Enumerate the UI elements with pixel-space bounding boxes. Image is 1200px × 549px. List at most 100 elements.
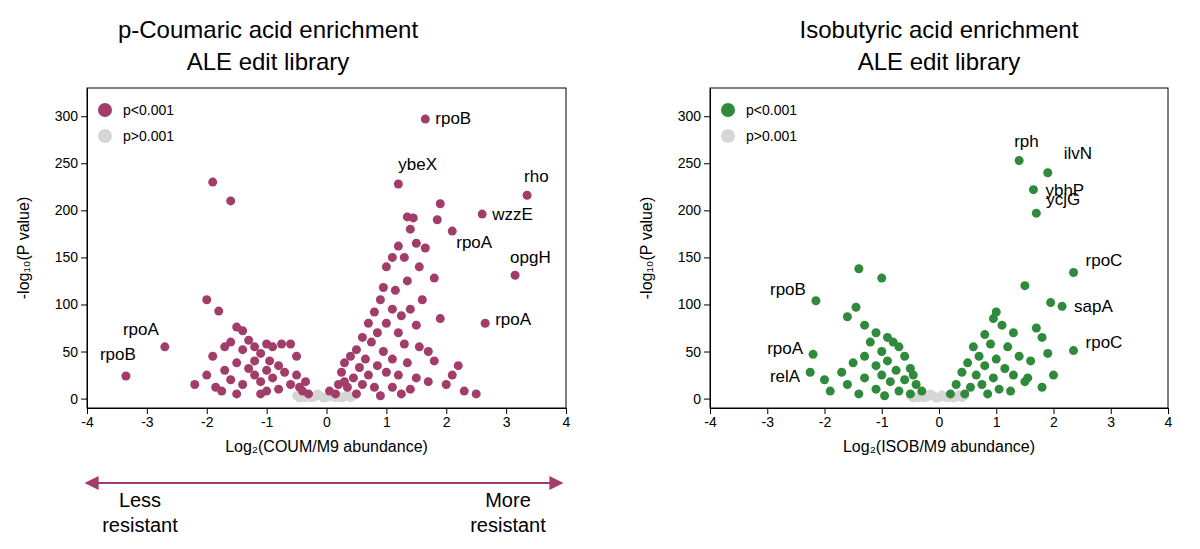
point <box>220 342 229 351</box>
point <box>969 342 978 351</box>
point <box>292 371 301 380</box>
y-axis: 050100150200250300 <box>55 89 88 409</box>
y-tick: 100 <box>55 296 87 312</box>
point <box>160 342 169 351</box>
point <box>886 377 895 386</box>
point <box>370 383 379 392</box>
point <box>1023 373 1032 382</box>
point <box>989 373 998 382</box>
point <box>809 350 818 359</box>
x-tick-label: -1 <box>876 414 889 430</box>
point <box>403 358 412 367</box>
x-tick-label: -3 <box>141 414 154 430</box>
arrow <box>86 482 562 484</box>
point <box>1009 371 1018 380</box>
y-tick-label: 300 <box>55 108 79 124</box>
point <box>454 361 463 370</box>
point <box>1049 371 1058 380</box>
point <box>256 377 265 386</box>
legend-label: p<0.001 <box>746 102 797 118</box>
point <box>319 394 328 403</box>
y-tick-mark <box>81 257 87 258</box>
y-tick-mark <box>81 163 87 164</box>
point <box>424 347 433 356</box>
x-tick: -2 <box>201 408 214 430</box>
point <box>872 361 881 370</box>
y-tick-label: 0 <box>693 391 701 407</box>
y-tick-label: 0 <box>70 391 78 407</box>
point <box>1043 349 1052 358</box>
point <box>860 373 869 382</box>
point <box>1069 268 1078 277</box>
y-tick-mark <box>704 257 710 258</box>
point <box>412 373 421 382</box>
point <box>400 340 409 349</box>
x-tick: 3 <box>503 408 511 430</box>
annotation: rpoA <box>123 320 160 339</box>
point <box>352 389 361 398</box>
point <box>388 383 397 392</box>
point <box>952 380 961 389</box>
point <box>872 385 881 394</box>
point <box>394 180 403 189</box>
point <box>986 340 995 349</box>
point <box>1046 298 1055 307</box>
x-tick: 3 <box>1107 408 1115 430</box>
point <box>424 377 433 386</box>
point <box>977 380 986 389</box>
footer-label: resistant <box>102 514 178 536</box>
annotation: ilvN <box>1064 144 1092 163</box>
y-axis: 050100150200250300 <box>678 89 711 409</box>
point <box>394 328 403 337</box>
annotation: ybeX <box>398 155 437 174</box>
point <box>894 342 903 351</box>
point <box>340 377 349 386</box>
point <box>436 199 445 208</box>
footer-label: resistant <box>470 514 546 536</box>
x-tick-label: 4 <box>1165 414 1173 430</box>
point <box>430 356 439 365</box>
point <box>373 361 382 370</box>
x-tick-label: -1 <box>261 414 274 430</box>
y-tick-label: 50 <box>685 344 701 360</box>
legend-marker <box>721 103 735 117</box>
y-tick-mark <box>81 399 87 400</box>
point <box>208 178 217 187</box>
x-tick-label: 2 <box>443 414 451 430</box>
point <box>963 358 972 367</box>
point <box>932 394 941 403</box>
point <box>860 352 869 361</box>
point <box>866 338 875 347</box>
annotation: rpoC <box>1086 333 1123 352</box>
x-tick-label: -4 <box>704 414 717 430</box>
point <box>376 295 385 304</box>
point <box>415 262 424 271</box>
point <box>975 352 984 361</box>
point <box>481 319 490 328</box>
point <box>995 385 1004 394</box>
x-axis-title: Log₂(COUM/M9 abundance) <box>225 438 428 455</box>
x-tick: -2 <box>819 408 832 430</box>
point <box>877 274 886 283</box>
point <box>355 363 364 372</box>
point <box>860 321 869 330</box>
x-axis: -4-3-2-101234 <box>704 408 1172 430</box>
annotation: sapA <box>1074 297 1113 316</box>
point <box>900 375 909 384</box>
point <box>304 389 313 398</box>
y-tick-label: 200 <box>55 202 79 218</box>
point <box>1029 185 1038 194</box>
y-tick-label: 100 <box>678 296 702 312</box>
point <box>367 338 376 347</box>
y-tick-label: 250 <box>678 155 702 171</box>
x-tick-label: 4 <box>563 414 571 430</box>
chart: -4-3-2-101234050100150200250300rphilvNyb… <box>638 16 1173 455</box>
point <box>370 308 379 317</box>
point <box>826 387 835 396</box>
y-tick: 250 <box>55 155 87 171</box>
y-axis-title: -log₁₀(P value) <box>15 197 32 299</box>
point <box>376 391 385 400</box>
point <box>190 380 199 389</box>
point <box>415 342 424 351</box>
y-tick-label: 150 <box>55 249 79 265</box>
